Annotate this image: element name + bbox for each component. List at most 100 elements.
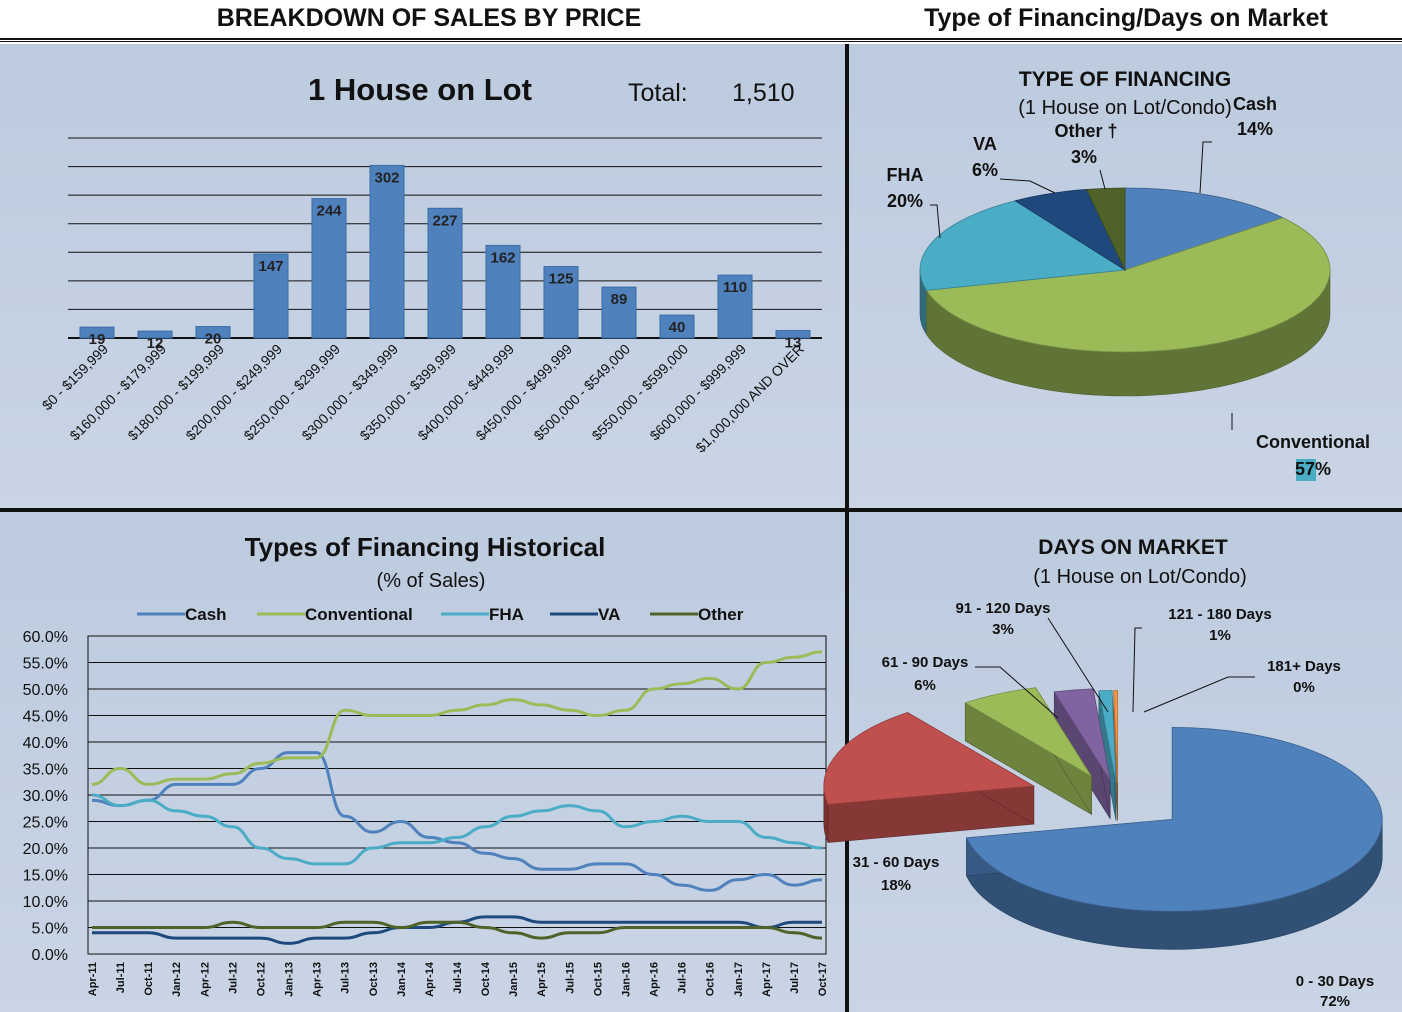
header-rule <box>0 38 1402 40</box>
financing-pie-slice <box>919 200 1127 291</box>
days-pie-slice <box>964 687 1092 777</box>
financing-leader-line <box>1099 169 1106 190</box>
header-right: Type of Financing/Days on Market <box>924 4 1328 32</box>
y-tick-label: 10.0% <box>23 894 68 911</box>
series-line <box>91 650 823 786</box>
price-bar <box>601 286 637 339</box>
financing-slice-name: Cash <box>1233 94 1277 114</box>
series-line <box>91 920 823 940</box>
price-bar <box>543 266 579 339</box>
x-tick-label: Apr-11 <box>87 962 99 996</box>
x-tick-label: Jan-17 <box>733 962 745 997</box>
days-pie-title: DAYS ON MARKET <box>1038 536 1228 559</box>
days-pie-slice <box>1098 690 1117 783</box>
x-tick-label: Oct-15 <box>592 962 604 996</box>
days-pie-slice <box>965 726 1383 912</box>
financing-slice-name: Other † <box>1054 121 1117 141</box>
y-tick-label: 15.0% <box>23 868 68 885</box>
days-slice-percent: 72% <box>1320 993 1350 1010</box>
header-rule-thin <box>0 41 1402 42</box>
price-bar <box>195 326 231 339</box>
financing-pie-slice <box>1085 187 1126 271</box>
x-tick-label: Apr-17 <box>761 962 773 997</box>
y-tick-label: 25.0% <box>23 815 68 832</box>
y-tick-label: 5.0% <box>32 921 68 938</box>
legend-label: Cash <box>185 605 227 624</box>
x-tick-label: Oct-17 <box>817 962 829 996</box>
price-bar-label: 12 <box>147 335 164 352</box>
y-tick-label: 20.0% <box>23 841 68 858</box>
price-chart-panel <box>0 44 845 508</box>
financing-pie-subtitle: (1 House on Lot/Condo) <box>1018 97 1231 119</box>
header-left: BREAKDOWN OF SALES BY PRICE <box>216 4 642 32</box>
x-tick-label: Jan-12 <box>171 962 183 997</box>
days-slice-name: 181+ Days <box>1267 658 1341 675</box>
horizontal-divider <box>0 508 1402 512</box>
total-label: Total: <box>628 79 688 107</box>
y-tick-label: 35.0% <box>23 762 68 779</box>
y-tick-label: 0.0% <box>32 947 68 964</box>
x-tick-label: Apr-14 <box>424 961 436 997</box>
price-bar <box>79 326 115 339</box>
financing-leader-line <box>930 204 941 239</box>
financing-slice-percent: 14% <box>1237 119 1273 139</box>
price-bar-label: 40 <box>669 319 686 336</box>
legend-label: VA <box>598 605 620 624</box>
price-category-label: $160,000 - $179,999 <box>66 341 169 444</box>
days-slice-percent: 6% <box>914 677 936 694</box>
x-tick-label: Oct-12 <box>255 962 267 996</box>
price-bar <box>775 330 811 339</box>
financing-pie-slice <box>1124 187 1285 271</box>
price-bar <box>485 244 521 339</box>
price-bar <box>311 198 347 339</box>
financing-pie-slice <box>925 217 1331 353</box>
y-tick-label: 55.0% <box>23 656 68 673</box>
x-tick-label: Oct-11 <box>143 962 155 996</box>
series-line <box>91 751 823 892</box>
days-pie-slice <box>1113 690 1119 783</box>
x-tick-label: Jul-11 <box>115 962 127 993</box>
price-category-label: $200,000 - $249,999 <box>182 341 285 444</box>
financing-leader-line <box>999 178 1056 194</box>
price-bar <box>717 274 753 339</box>
price-bar-label: 125 <box>548 271 573 288</box>
x-tick-label: Oct-16 <box>705 962 717 996</box>
price-category-label: $1,000,000 AND OVER <box>692 341 807 456</box>
y-tick-label: 45.0% <box>23 709 68 726</box>
x-tick-label: Jul-15 <box>564 962 576 994</box>
x-tick-label: Jan-16 <box>620 962 632 997</box>
total-value: 1,510 <box>732 79 795 107</box>
financing-slice-name: FHA <box>887 165 924 185</box>
x-tick-label: Jul-13 <box>340 962 352 994</box>
price-bar <box>659 314 695 339</box>
days-slice-name: 31 - 60 Days <box>853 854 940 871</box>
price-category-label: $500,000 - $549,000 <box>530 341 633 444</box>
days-slice-name: 121 - 180 Days <box>1168 606 1271 623</box>
x-tick-label: Jan-14 <box>396 961 408 997</box>
price-bar <box>253 253 289 339</box>
days-pie-slice <box>823 712 1036 805</box>
x-tick-label: Apr-13 <box>312 962 324 997</box>
legend-label: Other <box>698 605 744 624</box>
x-tick-label: Oct-13 <box>368 962 380 996</box>
historical-chart-title: Types of Financing Historical <box>245 532 606 562</box>
price-bar-label: 13 <box>785 335 802 352</box>
price-category-label: $350,000 - $399,999 <box>356 341 459 444</box>
price-bar-label: 302 <box>374 169 399 186</box>
price-category-label: $600,000 - $999,999 <box>646 341 749 444</box>
days-slice-name: 0 - 30 Days <box>1296 973 1374 990</box>
price-category-label: $250,000 - $299,999 <box>240 341 343 444</box>
x-tick-label: Jul-12 <box>227 962 239 994</box>
price-bar-label: 110 <box>723 279 747 296</box>
days-slice-percent: 0% <box>1293 679 1315 696</box>
price-bar <box>427 207 463 339</box>
days-leader-line <box>1132 627 1142 713</box>
x-tick-label: Jul-17 <box>789 962 801 994</box>
x-tick-label: Jan-15 <box>508 962 520 997</box>
financing-slice-percent: 6% <box>972 160 998 180</box>
days-slice-percent: 1% <box>1209 627 1231 644</box>
legend-label: FHA <box>489 605 524 624</box>
financing-pie-title: TYPE OF FINANCING <box>1019 68 1231 91</box>
financing-slice-percent: 3% <box>1071 147 1097 167</box>
